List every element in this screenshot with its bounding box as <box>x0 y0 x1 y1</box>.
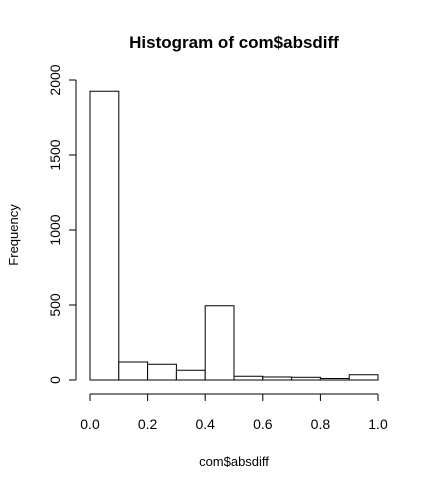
x-axis: 0.0 0.2 0.4 0.6 0.8 1.0 <box>80 393 388 432</box>
histogram-bar <box>319 378 350 381</box>
histogram-bar <box>89 90 120 381</box>
y-axis-label: Frequency <box>6 204 21 266</box>
x-axis-label: com$absdiff <box>199 454 269 469</box>
x-tick-label: 0.0 <box>80 416 100 432</box>
x-tick-label: 0.8 <box>311 416 331 432</box>
y-tick-label: 2000 <box>47 64 63 95</box>
histogram-bar <box>204 305 235 381</box>
x-tick-label: 0.6 <box>253 416 273 432</box>
histogram-bar <box>147 363 177 381</box>
x-tick-label: 1.0 <box>368 416 388 432</box>
y-tick-label: 1500 <box>47 139 63 170</box>
bars-group <box>89 90 379 381</box>
y-tick-label: 0 <box>47 376 63 384</box>
histogram-bar <box>262 376 293 381</box>
histogram-bar <box>175 369 206 381</box>
histogram-bar <box>291 376 321 381</box>
chart-title: Histogram of com$absdiff <box>129 33 339 52</box>
histogram-bar <box>233 375 264 381</box>
y-axis: 0 500 1000 1500 2000 <box>47 64 77 384</box>
y-tick-label: 1000 <box>47 214 63 245</box>
histogram-bar <box>118 361 149 381</box>
histogram-bar <box>348 374 379 381</box>
x-tick-label: 0.4 <box>195 416 215 432</box>
x-tick-label: 0.2 <box>138 416 158 432</box>
y-tick-label: 500 <box>47 293 63 317</box>
